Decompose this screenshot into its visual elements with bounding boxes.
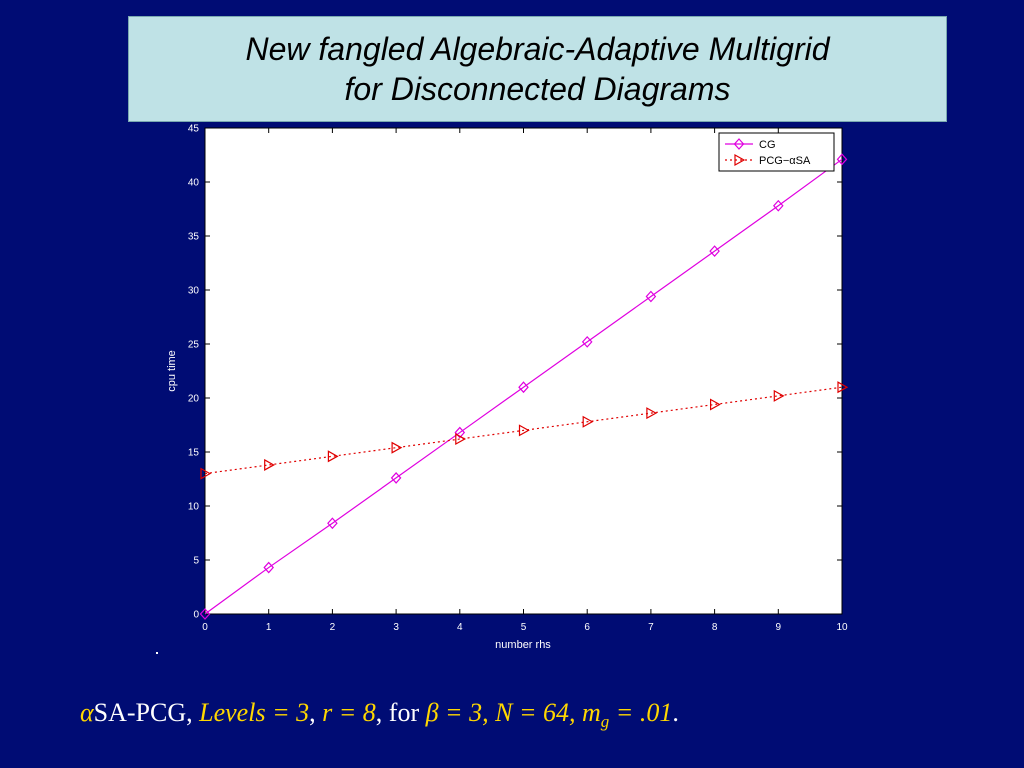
y-axis-label: cpu time xyxy=(166,350,178,392)
x-tick-label: 10 xyxy=(836,622,848,633)
diamond-marker xyxy=(454,426,466,439)
series-group xyxy=(199,153,849,620)
triangle-marker xyxy=(200,467,212,480)
y-tick-label: 40 xyxy=(188,178,200,189)
y-tick-label: 15 xyxy=(188,448,200,459)
triangle-marker xyxy=(646,407,658,420)
caption-levels: Levels = 3 xyxy=(199,698,310,727)
diamond-marker xyxy=(263,561,275,574)
triangle-marker xyxy=(264,458,275,471)
y-tick-label: 10 xyxy=(188,502,200,513)
triangle-marker xyxy=(773,389,785,402)
x-tick-label: 5 xyxy=(521,622,527,633)
caption-method: SA-PCG, xyxy=(93,698,200,727)
caption-mg-value: = .01 xyxy=(609,698,673,727)
diamond-marker xyxy=(772,199,784,212)
title-box: New fangled Algebraic-Adaptive Multigrid… xyxy=(128,16,947,122)
diamond-marker xyxy=(327,517,338,530)
x-tick-label: 3 xyxy=(393,622,399,633)
y-tick-label: 45 xyxy=(188,124,200,135)
caption-for: , for xyxy=(375,698,426,727)
triangle-marker xyxy=(709,398,721,411)
x-tick-label: 1 xyxy=(266,622,272,633)
triangle-marker xyxy=(518,424,530,437)
triangle-marker xyxy=(582,415,594,428)
caption-alpha: α xyxy=(80,698,94,727)
caption-period: . xyxy=(672,698,679,727)
y-tick-label: 30 xyxy=(188,286,200,297)
series-line-1 xyxy=(204,386,843,475)
legend-label-0: CG xyxy=(759,139,776,151)
x-tick-label: 8 xyxy=(712,622,718,633)
y-tick-label: 0 xyxy=(193,610,199,621)
diamond-marker xyxy=(733,138,745,150)
triangle-marker xyxy=(327,450,339,463)
x-tick-label: 6 xyxy=(584,622,590,633)
y-tick-label: 5 xyxy=(193,556,199,567)
legend-label-1: PCG−αSA xyxy=(759,155,811,167)
slide-title-line2: for Disconnected Diagrams xyxy=(344,71,731,107)
diamond-marker xyxy=(645,290,657,303)
diamond-marker xyxy=(199,608,211,620)
series-line-0 xyxy=(204,158,843,615)
legend: CG PCG−αSA xyxy=(718,132,835,172)
x-tick-label: 9 xyxy=(776,622,782,633)
triangle-marker xyxy=(455,433,467,446)
slide-title-line1: New fangled Algebraic-Adaptive Multigrid xyxy=(245,31,830,67)
x-axis-label: number rhs xyxy=(495,639,551,651)
diamond-marker xyxy=(518,381,529,394)
diamond-marker xyxy=(836,153,848,166)
x-tick-label: 7 xyxy=(648,622,654,633)
triangle-marker xyxy=(837,381,849,394)
triangle-marker xyxy=(734,153,746,167)
plot-area xyxy=(204,127,843,615)
diamond-marker xyxy=(581,335,593,348)
x-tick-label: 0 xyxy=(202,622,208,633)
caption-subscript: g xyxy=(600,712,610,732)
triangle-marker xyxy=(391,441,403,454)
diamond-marker xyxy=(390,472,402,484)
y-tick-label: 25 xyxy=(188,340,200,351)
caption-r: r = 8 xyxy=(322,698,376,727)
caption: αSA-PCG, Levels = 3, r = 8, for β = 3, N… xyxy=(80,693,960,733)
caption-comma-1: , xyxy=(309,698,323,727)
stray-dot xyxy=(156,652,158,654)
x-tick-label: 4 xyxy=(457,622,463,633)
y-tick-label: 35 xyxy=(188,232,200,243)
caption-params: β = 3, N = 64, m xyxy=(425,698,601,727)
y-tick-label: 20 xyxy=(188,394,200,405)
x-tick-label: 2 xyxy=(330,622,336,633)
diamond-marker xyxy=(709,245,720,258)
